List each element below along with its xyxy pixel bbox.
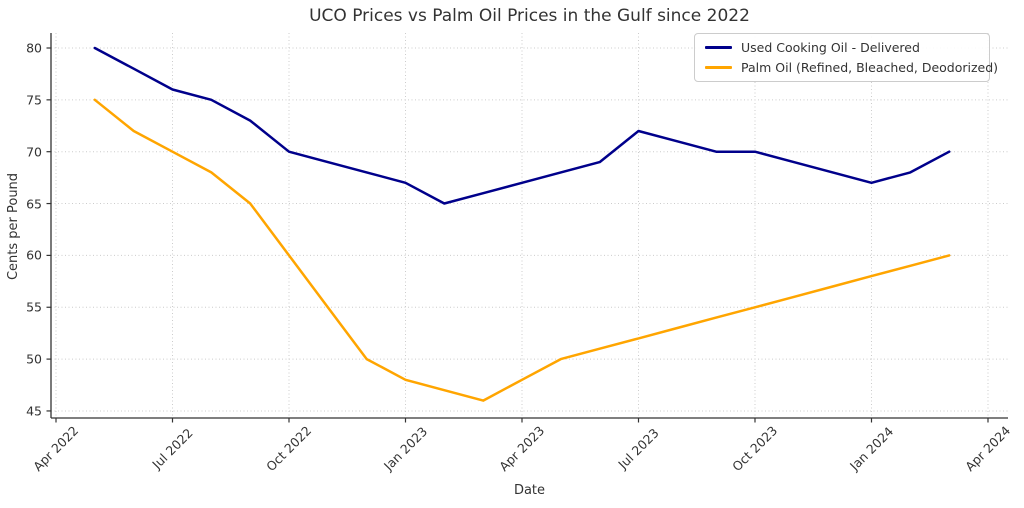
palm-price-line: [93, 98, 951, 402]
y-tick-label: 70: [26, 144, 42, 160]
uco-line-swatch: [705, 46, 732, 49]
y-tick-label: 50: [26, 351, 42, 367]
legend-item-uco: Used Cooking Oil - Delivered: [705, 40, 979, 55]
y-tick-label: 75: [26, 92, 42, 108]
legend-label-uco: Used Cooking Oil - Delivered: [741, 40, 920, 55]
y-tick-label: 80: [26, 40, 42, 56]
legend-item-palm: Palm Oil (Refined, Bleached, Deodorized): [705, 60, 998, 75]
uco-price-line: [93, 46, 951, 205]
x-axis-label: Date: [513, 483, 546, 498]
chart-title: UCO Prices vs Palm Oil Prices in the Gul…: [309, 6, 750, 26]
y-tick-label: 60: [26, 247, 42, 263]
palm-line-swatch: [705, 66, 732, 69]
legend: Used Cooking Oil - Delivered Palm Oil (R…: [694, 33, 998, 82]
y-tick-label: 55: [26, 299, 42, 315]
y-tick-label: 65: [26, 196, 42, 212]
legend-label-palm: Palm Oil (Refined, Bleached, Deodorized): [741, 60, 999, 75]
y-tick-label: 45: [26, 403, 42, 419]
y-axis-label-text: Cents per Pound: [6, 172, 22, 280]
